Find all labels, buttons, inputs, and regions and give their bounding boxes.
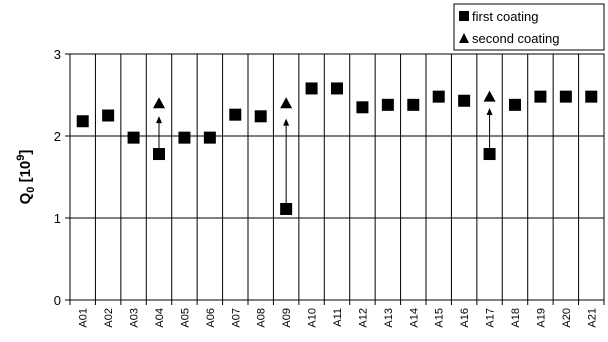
x-tick-label: A13 [383,308,395,328]
first-coating-point [483,148,496,161]
x-tick-label: A02 [103,308,115,328]
second-coating-point [280,97,293,109]
axis-layer: 0 1 2 3 A01 A02 A03 A04 A05 A06 A07 A08 A09 A10 A11 A12… [54,47,605,328]
x-tick-label: A07 [230,308,242,328]
first-coating-point [76,115,89,128]
grid-layer [69,53,605,301]
x-tick-label: A09 [281,308,293,328]
x-tick-label: A11 [332,308,344,327]
improvement-arrow-head [486,107,493,115]
legend-box [453,3,605,51]
first-coating-point [381,98,394,111]
improvement-arrow-head [156,116,162,124]
legend-triangle-icon [459,33,469,43]
x-tick-label: A10 [307,308,319,328]
x-tick-label: A12 [357,308,369,328]
first-coating-point [356,101,369,114]
first-coating-point [534,90,547,103]
x-tick-label: A04 [154,308,166,328]
first-coating-point [203,131,216,144]
first-coating-point [254,110,267,123]
x-tick-label: A20 [561,308,573,328]
first-coating-point [127,131,140,144]
first-coating-point [407,98,420,111]
legend-label-first-coating: first coating [472,9,538,24]
first-coating-point [559,90,572,103]
first-coating-point [178,131,191,144]
y-tick-label: 2 [54,129,61,144]
improvement-arrow-head [283,118,290,126]
y-axis-label: Q0 [109] [15,150,37,205]
marker-layer [76,82,598,215]
first-coating-point [280,202,293,215]
legend: first coating second coating [453,3,605,51]
x-tick-label: A03 [129,308,141,328]
y-tick-label: 3 [54,47,61,62]
x-tick-label: A21 [586,308,598,328]
second-coating-point [483,90,496,102]
y-tick-label: 0 [54,293,61,308]
first-coating-point [102,109,115,122]
x-tick-label: A18 [510,308,522,328]
first-coating-point [585,90,598,103]
first-coating-point [458,94,471,107]
first-coating-point [509,98,521,111]
second-coating-point [153,97,165,109]
x-tick-label: A17 [485,308,497,328]
legend-label-second-coating: second coating [472,31,559,46]
first-coating-point [331,82,343,95]
plot-frame [69,53,605,301]
arrow-layer [156,107,493,208]
first-coating-point [153,148,165,161]
x-tick-label: A01 [78,308,90,328]
x-tick-label: A19 [535,308,547,328]
x-tick-label: A16 [459,308,471,328]
x-tick-label: A06 [205,308,217,328]
x-tick-label: A14 [408,308,420,328]
y-tick-label: 1 [54,211,61,226]
legend-square-icon [459,11,469,21]
first-coating-point [229,108,242,121]
x-tick-label: A05 [179,308,191,328]
x-tick-label: A08 [256,308,268,328]
first-coating-point [432,90,445,103]
x-tick-label: A15 [434,308,446,328]
first-coating-point [305,82,318,95]
